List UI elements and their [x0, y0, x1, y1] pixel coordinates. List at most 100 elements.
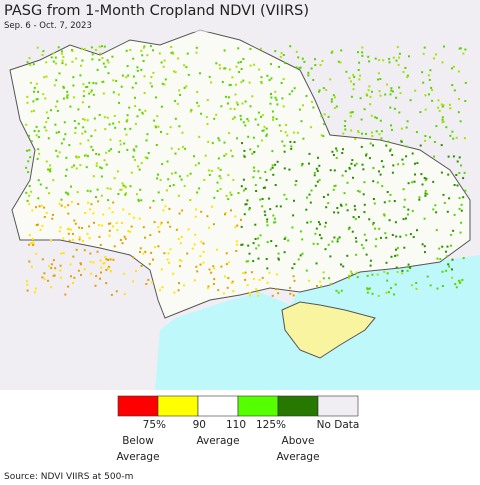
pixel: [228, 68, 231, 71]
pixel: [220, 105, 223, 108]
pixel: [242, 189, 245, 192]
pixel: [92, 82, 95, 84]
pixel: [435, 125, 438, 128]
pixel: [108, 222, 110, 225]
pixel: [381, 185, 384, 188]
pixel: [117, 93, 120, 96]
pixel: [50, 239, 52, 242]
pixel: [183, 86, 186, 89]
pixel: [397, 63, 400, 66]
pixel: [324, 225, 327, 228]
pixel: [358, 190, 361, 193]
pixel: [98, 113, 101, 116]
pixel: [89, 260, 92, 263]
pixel: [45, 186, 48, 189]
pixel: [252, 136, 255, 139]
pixel: [416, 229, 418, 232]
pixel: [426, 275, 429, 278]
pixel: [359, 97, 362, 100]
pixel: [261, 276, 264, 279]
pixel: [447, 263, 450, 266]
pixel: [146, 54, 149, 57]
pixel: [282, 54, 285, 56]
pixel: [314, 64, 317, 67]
pixel: [134, 105, 137, 108]
pixel: [298, 108, 301, 111]
pixel: [140, 199, 143, 202]
pixel: [146, 133, 149, 136]
pixel: [74, 127, 77, 129]
pixel: [144, 109, 147, 112]
pixel: [183, 64, 186, 67]
pixel: [185, 85, 188, 88]
pixel: [45, 121, 48, 124]
pixel: [341, 152, 344, 154]
pixel: [387, 140, 390, 143]
pixel: [453, 184, 456, 186]
pixel: [206, 286, 209, 289]
pixel: [455, 174, 458, 176]
pixel: [229, 107, 232, 110]
pixel: [50, 267, 53, 270]
pixel: [240, 218, 242, 221]
pixel: [205, 116, 208, 119]
pixel: [424, 192, 427, 195]
pixel: [88, 105, 91, 108]
pixel: [180, 178, 183, 181]
pixel: [88, 92, 91, 95]
pixel: [111, 211, 114, 214]
pixel: [218, 139, 221, 142]
pixel: [55, 62, 57, 65]
pixel: [156, 115, 159, 118]
pixel: [293, 263, 296, 266]
pixel: [196, 191, 199, 194]
pixel: [65, 156, 68, 159]
pixel: [325, 206, 328, 209]
pixel: [70, 200, 73, 203]
pixel: [132, 216, 135, 219]
pixel: [279, 55, 282, 58]
pixel: [121, 74, 124, 77]
pixel: [262, 186, 265, 189]
pixel: [285, 198, 288, 201]
pixel: [133, 159, 136, 161]
pixel: [378, 90, 381, 93]
pixel: [82, 126, 85, 129]
pixel: [149, 45, 152, 47]
pixel: [398, 86, 401, 89]
pixel: [123, 142, 126, 145]
pixel: [254, 184, 257, 187]
pixel: [54, 123, 57, 126]
pixel: [202, 242, 205, 245]
pixel: [229, 83, 232, 86]
pixel: [318, 89, 321, 92]
pixel: [255, 190, 258, 192]
pixel: [402, 188, 405, 191]
pixel: [185, 66, 188, 69]
pixel: [172, 184, 175, 187]
pixel: [50, 109, 52, 112]
pixel: [38, 152, 41, 155]
pixel: [64, 63, 67, 66]
pixel: [196, 91, 199, 93]
pixel: [45, 75, 48, 78]
pixel: [391, 171, 394, 174]
pixel: [58, 151, 61, 154]
pixel: [39, 183, 42, 186]
pixel: [271, 150, 274, 153]
pixel: [144, 156, 147, 159]
pixel: [32, 238, 34, 240]
pixel: [102, 80, 105, 83]
pixel: [458, 172, 461, 174]
pixel: [37, 136, 40, 139]
pixel: [379, 78, 382, 80]
pixel: [199, 263, 202, 266]
pixel: [336, 149, 339, 152]
pixel: [174, 100, 177, 102]
pixel: [241, 102, 244, 105]
pixel: [178, 125, 181, 128]
pixel: [292, 131, 295, 134]
pixel: [272, 214, 275, 217]
pixel: [107, 61, 110, 64]
pixel: [348, 226, 351, 229]
